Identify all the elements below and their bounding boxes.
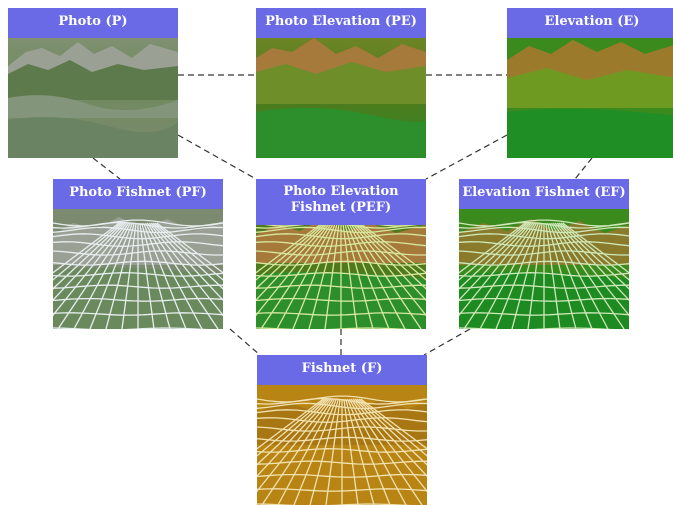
panel-fishnet: Fishnet (F) xyxy=(257,355,427,505)
panel-title: Fishnet (F) xyxy=(257,355,427,385)
panel-title: Photo Elevation Fishnet (PEF) xyxy=(256,179,426,225)
panel-photo: Photo (P) xyxy=(8,8,178,158)
photo-terrain-image xyxy=(8,8,178,158)
connection-line xyxy=(423,328,471,356)
panel-title: Elevation Fishnet (EF) xyxy=(459,179,629,209)
connection-line xyxy=(425,134,508,180)
panel-title: Photo (P) xyxy=(8,8,178,38)
connection-line xyxy=(229,328,261,356)
panel-title: Elevation (E) xyxy=(507,8,673,38)
panel-title: Photo Elevation (PE) xyxy=(256,8,426,38)
panel-title: Photo Fishnet (PF) xyxy=(53,179,223,209)
fishnet-grid-overlay xyxy=(53,219,223,329)
panel-elevation-fishnet: Elevation Fishnet (EF) xyxy=(459,179,629,329)
fishnet-grid-overlay xyxy=(459,219,629,329)
panel-elevation: Elevation (E) xyxy=(507,8,673,158)
fishnet-grid-overlay xyxy=(257,395,427,505)
panel-photo-elevation-fishnet: Photo Elevation Fishnet (PEF) xyxy=(256,179,426,329)
connection-line xyxy=(574,157,593,180)
photo-fishnet-terrain-image xyxy=(53,179,223,329)
panel-photo-elevation: Photo Elevation (PE) xyxy=(256,8,426,158)
panel-photo-fishnet: Photo Fishnet (PF) xyxy=(53,179,223,329)
connection-line xyxy=(177,134,257,180)
connection-line xyxy=(92,157,121,180)
